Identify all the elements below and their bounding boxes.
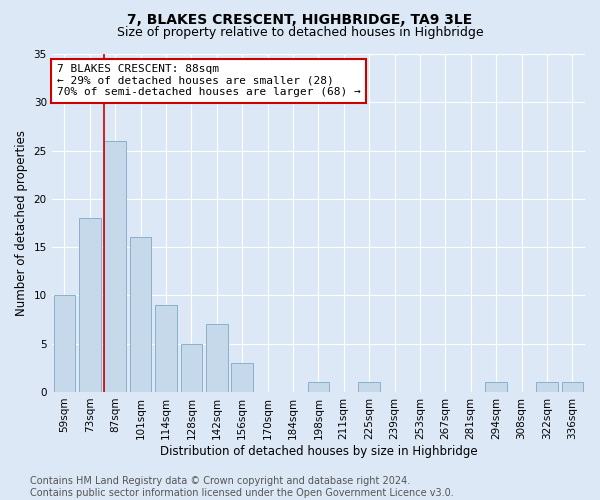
Bar <box>79 218 101 392</box>
Bar <box>206 324 227 392</box>
Bar <box>536 382 557 392</box>
Text: 7, BLAKES CRESCENT, HIGHBRIDGE, TA9 3LE: 7, BLAKES CRESCENT, HIGHBRIDGE, TA9 3LE <box>127 12 473 26</box>
Bar <box>562 382 583 392</box>
Text: Size of property relative to detached houses in Highbridge: Size of property relative to detached ho… <box>116 26 484 39</box>
X-axis label: Distribution of detached houses by size in Highbridge: Distribution of detached houses by size … <box>160 444 477 458</box>
Bar <box>181 344 202 392</box>
Bar <box>485 382 507 392</box>
Bar <box>308 382 329 392</box>
Y-axis label: Number of detached properties: Number of detached properties <box>15 130 28 316</box>
Bar <box>130 238 151 392</box>
Bar <box>358 382 380 392</box>
Bar <box>155 305 177 392</box>
Bar <box>104 141 126 392</box>
Text: Contains HM Land Registry data © Crown copyright and database right 2024.
Contai: Contains HM Land Registry data © Crown c… <box>30 476 454 498</box>
Text: 7 BLAKES CRESCENT: 88sqm
← 29% of detached houses are smaller (28)
70% of semi-d: 7 BLAKES CRESCENT: 88sqm ← 29% of detach… <box>57 64 361 98</box>
Bar <box>232 363 253 392</box>
Bar <box>53 296 75 392</box>
